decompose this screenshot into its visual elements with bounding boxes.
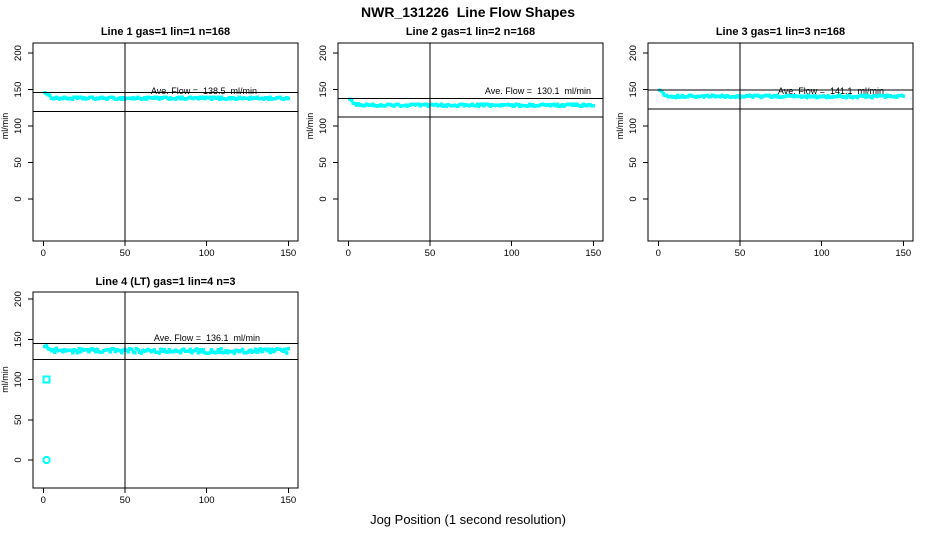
- x-tick-label: 0: [41, 248, 46, 259]
- flow-point: [48, 93, 52, 98]
- x-tick-label: 150: [280, 248, 296, 259]
- outlier-point: [42, 375, 51, 384]
- panel3-title: Line 3 gas=1 lin=3 n=168: [715, 26, 846, 38]
- flow-point: [75, 350, 80, 355]
- y-tick-label: 150: [318, 82, 329, 98]
- flow-point: [258, 347, 263, 351]
- panel3-ave-flow-annotation: Ave. Flow = 141.1 ml/min: [777, 86, 885, 96]
- y-axis-label: ml/min: [0, 366, 10, 393]
- x-tick-label: 0: [41, 495, 46, 506]
- flow-point: [52, 350, 57, 355]
- panel-2: 0 50 100 150 0 50 100 150 200 ml/min: [305, 42, 604, 259]
- flow-point: [266, 347, 271, 352]
- y-tick-label: 50: [628, 157, 639, 168]
- panel1-ave-flow-annotation: Ave. Flow = 138.5 ml/min: [150, 86, 258, 96]
- panel-1: 0 50 100 150 0 50 100 150 200 ml/min: [0, 42, 299, 259]
- flow-point: [286, 96, 291, 101]
- plot-box: [337, 42, 604, 242]
- flow-point: [126, 350, 130, 354]
- y-tick-label: 150: [13, 331, 24, 347]
- x-tick-label: 150: [895, 248, 911, 259]
- flow-point: [178, 351, 183, 355]
- y-tick-label: 200: [13, 45, 24, 61]
- y-tick-label: 0: [628, 196, 639, 201]
- y-tick-label: 100: [13, 118, 24, 134]
- y-tick-label: 0: [13, 196, 24, 201]
- x-tick-label: 0: [656, 248, 661, 259]
- x-tick-label: 50: [425, 248, 436, 259]
- x-tick-label: 100: [199, 248, 215, 259]
- x-tick-label: 150: [280, 495, 296, 506]
- x-tick-label: 100: [814, 248, 830, 259]
- x-tick-label: 50: [120, 248, 131, 259]
- flow-point: [591, 104, 596, 108]
- panel2-title: Line 2 gas=1 lin=2 n=168: [405, 26, 536, 38]
- y-tick-label: 100: [13, 372, 24, 388]
- y-tick-label: 200: [13, 291, 24, 307]
- y-tick-label: 0: [13, 457, 24, 462]
- y-tick-label: 150: [628, 82, 639, 98]
- flow-point: [253, 347, 258, 351]
- y-tick-label: 100: [318, 118, 329, 134]
- y-tick-label: 200: [628, 45, 639, 61]
- flow-point: [217, 350, 222, 354]
- flow-point: [70, 351, 75, 355]
- flow-point: [349, 98, 354, 103]
- flow-point: [283, 347, 287, 351]
- outlier-point: [42, 455, 51, 465]
- flow-point: [139, 351, 144, 355]
- flow-point: [133, 351, 137, 355]
- panel-3: 0 50 100 150 0 50 100 150 200 ml/min: [615, 42, 914, 259]
- y-axis-label: ml/min: [0, 113, 10, 140]
- figure-title: NWR_131226 Line Flow Shapes: [361, 4, 575, 20]
- x-tick-label: 100: [199, 495, 215, 506]
- panel4-title: Line 4 (LT) gas=1 lin=4 n=3: [95, 276, 236, 288]
- plot-box: [647, 42, 914, 242]
- y-axis-label: ml/min: [615, 113, 625, 140]
- flow-point: [195, 347, 199, 351]
- flow-point: [286, 347, 291, 351]
- y-tick-label: 50: [318, 157, 329, 168]
- panel4-ave-flow-annotation: Ave. Flow = 136.1 ml/min: [153, 333, 261, 343]
- panel-4: 0 50 100 150 0 50 100 150 200 ml/min: [0, 291, 299, 506]
- panel1-title: Line 1 gas=1 lin=1 n=168: [100, 26, 231, 38]
- x-tick-label: 150: [585, 248, 601, 259]
- x-tick-label: 50: [120, 495, 131, 506]
- flow-point: [201, 347, 206, 352]
- y-tick-label: 200: [318, 45, 329, 61]
- figure-xlabel: Jog Position (1 second resolution): [370, 512, 566, 527]
- flow-point: [157, 351, 162, 355]
- y-tick-label: 50: [13, 157, 24, 168]
- flow-point: [240, 347, 245, 352]
- flow-point: [196, 350, 201, 355]
- y-tick-label: 150: [13, 82, 24, 98]
- y-tick-label: 0: [318, 196, 329, 201]
- flow-point: [232, 351, 237, 355]
- flow-point: [268, 350, 273, 355]
- x-tick-label: 50: [735, 248, 746, 259]
- flow-point: [44, 344, 49, 348]
- flow-point: [108, 350, 113, 354]
- flow-point: [284, 351, 289, 355]
- y-tick-label: 50: [13, 414, 24, 425]
- plot-box: [32, 42, 299, 242]
- x-tick-label: 100: [504, 248, 520, 259]
- flow-point: [901, 94, 906, 98]
- y-tick-label: 100: [628, 118, 639, 134]
- flow-point: [111, 346, 116, 351]
- flow-point: [219, 347, 224, 351]
- flow-point: [188, 347, 193, 352]
- y-axis-label: ml/min: [305, 113, 315, 140]
- plot-box: [32, 291, 299, 489]
- panel2-ave-flow-annotation: Ave. Flow = 130.1 ml/min: [484, 86, 592, 96]
- x-tick-label: 0: [346, 248, 351, 259]
